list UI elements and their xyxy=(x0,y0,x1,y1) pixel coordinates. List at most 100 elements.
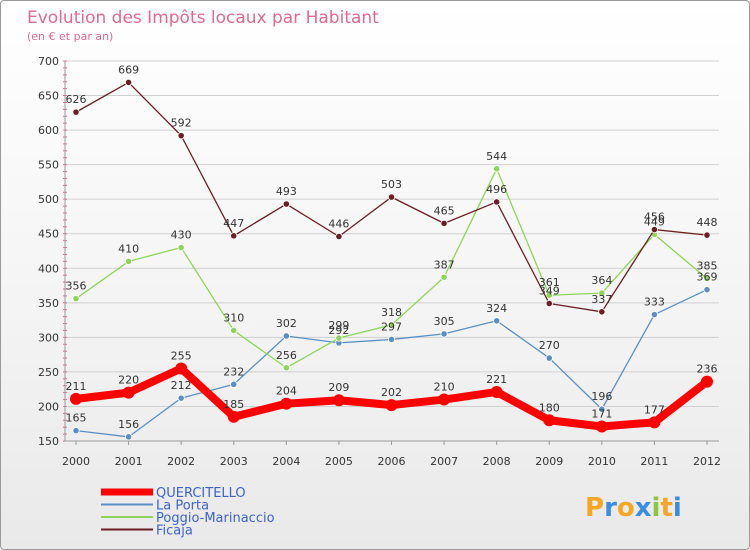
data-point-la porta-2009 xyxy=(545,354,553,362)
data-point-la porta-2007 xyxy=(440,330,448,338)
logo-letter: o xyxy=(617,493,635,523)
data-label-poggio-marinaccio-2004: 256 xyxy=(276,349,297,362)
axis-layer: 150 200 250 300 350 400 450 500 550 600 650 700 2000… xyxy=(38,55,721,468)
data-label-quercitello-2000: 211 xyxy=(66,380,87,393)
data-point-poggio-marinaccio-2012 xyxy=(703,275,711,283)
y-tick-label-250: 250 xyxy=(38,366,59,379)
logo-letter: t xyxy=(660,493,672,523)
data-point-quercitello-2010 xyxy=(595,420,608,433)
chart-subtitle: (en € et par an) xyxy=(27,30,113,43)
legend-label-poggio-marinaccio: Poggio-Marinaccio xyxy=(156,511,275,526)
y-tick-label-400: 400 xyxy=(38,262,59,275)
data-point-poggio-marinaccio-2009 xyxy=(545,291,553,299)
data-label-la porta-2002: 212 xyxy=(171,379,192,392)
logo-letter: i xyxy=(652,493,661,523)
data-label-la porta-2007: 305 xyxy=(434,315,455,328)
data-point-ficaja-2003 xyxy=(230,232,238,240)
data-point-ficaja-2001 xyxy=(124,78,133,87)
data-label-ficaja-2003: 447 xyxy=(223,217,244,230)
y-tick-label-150: 150 xyxy=(38,435,59,448)
x-tick-label-2008: 2008 xyxy=(483,455,511,468)
x-tick-label-2005: 2005 xyxy=(325,455,353,468)
data-label-quercitello-2006: 202 xyxy=(381,386,402,399)
logo-text: Proxiti xyxy=(585,493,682,523)
data-label-poggio-marinaccio-2008: 544 xyxy=(486,150,507,163)
data-point-quercitello-2003 xyxy=(227,410,240,423)
data-label-poggio-marinaccio-2006: 318 xyxy=(381,306,402,319)
data-label-quercitello-2012: 236 xyxy=(697,363,718,376)
x-tick-label-2006: 2006 xyxy=(378,455,406,468)
y-tick-label-600: 600 xyxy=(38,124,59,137)
data-label-quercitello-2004: 204 xyxy=(276,385,297,398)
data-point-quercitello-2011 xyxy=(648,416,661,429)
x-tick-label-2011: 2011 xyxy=(640,455,668,468)
data-point-ficaja-2004 xyxy=(282,200,290,208)
y-tick-label-500: 500 xyxy=(38,193,59,206)
data-label-ficaja-2011: 456 xyxy=(644,211,665,224)
data-point-poggio-marinaccio-2010 xyxy=(598,289,606,297)
y-tick-label-450: 450 xyxy=(38,228,59,241)
x-tick-label-2009: 2009 xyxy=(535,455,563,468)
data-point-la porta-2000 xyxy=(72,427,80,435)
data-point-poggio-marinaccio-2003 xyxy=(230,326,238,335)
data-point-ficaja-2010 xyxy=(598,308,606,316)
data-point-ficaja-2005 xyxy=(335,232,343,241)
data-label-poggio-marinaccio-2001: 410 xyxy=(118,242,139,255)
data-label-ficaja-2010: 337 xyxy=(591,293,612,306)
logo-letter: r xyxy=(604,493,617,523)
data-label-la porta-2009: 270 xyxy=(539,339,560,352)
data-label-poggio-marinaccio-2000: 356 xyxy=(66,280,87,293)
data-point-ficaja-2011 xyxy=(650,225,659,234)
data-label-ficaja-2012: 448 xyxy=(697,216,718,229)
data-label-la porta-2010: 196 xyxy=(591,390,612,403)
data-label-ficaja-2000: 626 xyxy=(66,93,87,106)
logo-letter: i xyxy=(673,493,682,523)
data-label-quercitello-2002: 255 xyxy=(171,349,192,362)
data-point-ficaja-2012 xyxy=(703,231,711,239)
data-point-poggio-marinaccio-2005 xyxy=(335,334,343,342)
data-label-la porta-2005: 292 xyxy=(328,324,349,337)
data-label-la porta-2011: 333 xyxy=(644,296,665,309)
data-point-la porta-2006 xyxy=(387,335,396,344)
data-label-poggio-marinaccio-2011: 449 xyxy=(644,215,665,228)
x-tick-label-2002: 2002 xyxy=(167,455,195,468)
data-label-ficaja-2004: 493 xyxy=(276,185,297,198)
data-label-quercitello-2011: 177 xyxy=(644,403,665,416)
data-point-la porta-2008 xyxy=(493,317,501,325)
data-label-la porta-2001: 156 xyxy=(118,418,139,431)
data-label-ficaja-2001: 669 xyxy=(118,63,139,76)
data-label-ficaja-2007: 465 xyxy=(434,204,455,217)
data-label-poggio-marinaccio-2009: 361 xyxy=(539,276,560,289)
legend-label-la porta: La Porta xyxy=(156,499,209,514)
data-label-la porta-2012: 369 xyxy=(697,271,718,284)
data-point-la porta-2003 xyxy=(230,380,238,388)
data-label-la porta-2008: 324 xyxy=(486,302,507,315)
data-label-la porta-2004: 302 xyxy=(276,317,297,330)
data-label-ficaja-2005: 446 xyxy=(328,217,349,230)
data-point-poggio-marinaccio-2006 xyxy=(387,321,396,329)
data-point-quercitello-2000 xyxy=(70,392,82,405)
data-point-quercitello-2001 xyxy=(122,386,135,399)
data-point-la porta-2010 xyxy=(598,405,606,413)
data-point-quercitello-2005 xyxy=(332,394,345,407)
data-point-quercitello-2007 xyxy=(438,393,451,406)
data-label-poggio-marinaccio-2012: 385 xyxy=(697,260,718,273)
data-label-quercitello-2008: 221 xyxy=(486,373,507,386)
y-tick-label-300: 300 xyxy=(38,331,59,344)
proxiti-logo: Proxiti xyxy=(585,493,682,523)
data-label-ficaja-2006: 503 xyxy=(381,178,402,191)
x-tick-label-2004: 2004 xyxy=(272,455,300,468)
data-point-quercitello-2004 xyxy=(280,397,293,410)
data-point-la porta-2004 xyxy=(282,332,290,340)
x-tick-label-2003: 2003 xyxy=(220,455,248,468)
data-point-la porta-2011 xyxy=(650,310,659,319)
y-tick-label-700: 700 xyxy=(38,55,59,68)
data-point-poggio-marinaccio-2008 xyxy=(493,165,501,173)
data-label-la porta-2000: 165 xyxy=(66,412,87,425)
data-label-quercitello-2003: 185 xyxy=(223,398,244,411)
x-tick-label-2007: 2007 xyxy=(430,455,458,468)
y-tick-label-650: 650 xyxy=(38,90,59,103)
data-point-poggio-marinaccio-2001 xyxy=(124,257,133,265)
logo-letter: x xyxy=(635,493,652,523)
